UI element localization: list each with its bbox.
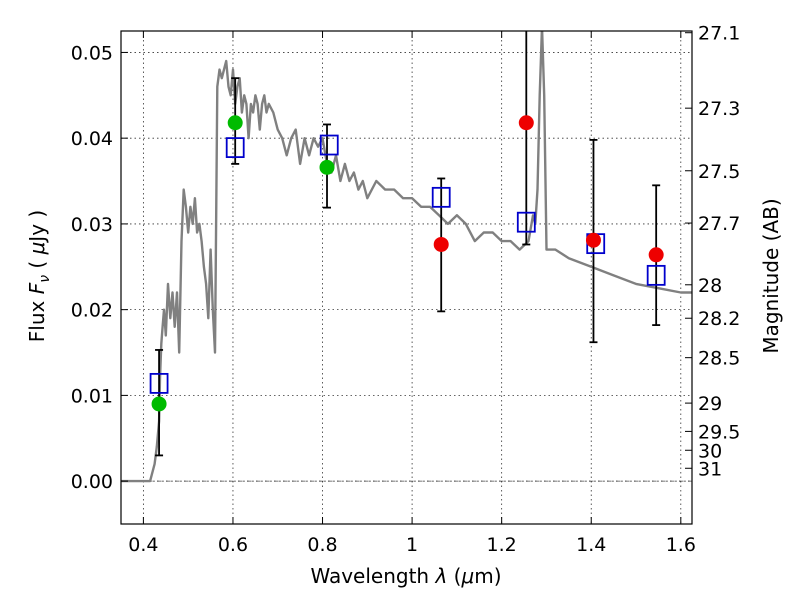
y-tick-label: 0.05 xyxy=(71,42,113,64)
y-tick-label: 0.03 xyxy=(71,214,113,236)
x-tick-label: 0.6 xyxy=(218,534,248,556)
plot-area xyxy=(121,31,692,483)
measurement-point xyxy=(585,232,601,248)
model-spectrum-line xyxy=(121,31,692,483)
x-tick-label: 1.2 xyxy=(487,534,517,556)
right-axis-tick-label: 27.7 xyxy=(698,213,740,235)
measurement-point xyxy=(433,236,449,252)
model-band-square xyxy=(516,211,536,233)
model-spectrum-group xyxy=(121,31,692,483)
right-axis-tick-label: 27.5 xyxy=(698,161,740,183)
model-band-square xyxy=(646,264,666,286)
right-axis-tick-label: 28.2 xyxy=(698,308,740,330)
right-axis-tick-label: 28 xyxy=(698,275,722,297)
x-tick-labels: 0.4 0.6 0.8 1 1.2 1.4 1.6 xyxy=(128,534,696,556)
markers-group xyxy=(149,31,666,457)
detection-point xyxy=(319,159,335,175)
right-axis-tick-label: 27.1 xyxy=(698,23,740,45)
grid-lines xyxy=(121,31,692,524)
right-axis-tick-label: 28.5 xyxy=(698,348,740,370)
y-tick-label: 0.01 xyxy=(71,385,113,407)
detection-point xyxy=(151,396,167,412)
model-band-square xyxy=(319,134,339,156)
x-tick-label: 1.6 xyxy=(666,534,696,556)
y-tick-label: 0.00 xyxy=(71,471,113,493)
right-axis-title: Magnitude (AB) xyxy=(759,198,783,353)
right-axis-tick-label: 29 xyxy=(698,393,722,415)
y-axis-title: Flux Fν ( μJy ) xyxy=(25,210,53,342)
right-axis-tick-label: 27.3 xyxy=(698,98,740,120)
y-tick-label: 0.04 xyxy=(71,128,113,150)
measurement-point xyxy=(648,247,664,263)
x-tick-label: 0.8 xyxy=(307,534,337,556)
measurement-point xyxy=(518,115,534,131)
x-axis-title: Wavelength λ (μm) xyxy=(310,564,501,588)
y-tick-labels: 0.00 0.01 0.02 0.03 0.04 0.05 xyxy=(71,42,113,493)
x-tick-label: 1.4 xyxy=(576,534,606,556)
y-tick-label: 0.02 xyxy=(71,300,113,322)
model-band-square xyxy=(431,186,451,208)
plot-frame xyxy=(120,30,693,525)
right-axis-tick-label: 31 xyxy=(698,458,722,480)
model-band-square xyxy=(225,137,245,159)
x-tick-label: 1 xyxy=(406,534,418,556)
x-tick-label: 0.4 xyxy=(128,534,158,556)
model-band-square xyxy=(149,372,169,394)
right-axis-tick-label: 30 xyxy=(698,440,722,462)
axis-ticks xyxy=(121,31,692,524)
right-axis-tick-label: 29.5 xyxy=(698,421,740,443)
detection-point xyxy=(227,115,243,131)
